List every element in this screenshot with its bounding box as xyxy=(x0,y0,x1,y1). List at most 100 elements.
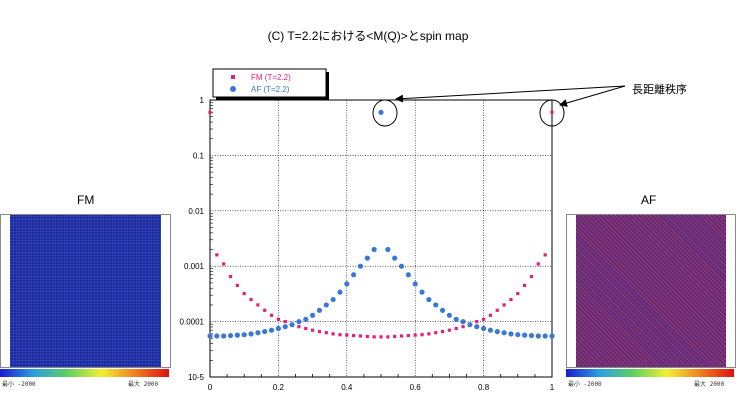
chart-grid xyxy=(210,100,552,377)
x-tick-label: 0.8 xyxy=(478,383,490,392)
series-af-point xyxy=(419,289,425,295)
series-af-point xyxy=(487,327,494,333)
series-fm-point xyxy=(543,253,547,257)
y-tick-label: 0.01 xyxy=(188,207,204,216)
series-fm-point xyxy=(256,303,260,307)
highlight-circle-edge xyxy=(539,99,565,127)
series-af-point xyxy=(207,333,213,339)
y-tick-label: 0.1 xyxy=(193,151,205,160)
series-fm-point xyxy=(488,313,493,317)
x-tick-label: 0.2 xyxy=(273,383,285,392)
series-af-point xyxy=(378,109,384,115)
series-af-point xyxy=(481,325,487,332)
series-fm-point xyxy=(297,325,301,329)
fm-colorbar-min: 最小 -2000 xyxy=(2,381,36,388)
series-fm-point xyxy=(269,313,274,317)
series-fm-point xyxy=(406,333,410,338)
series-fm-point xyxy=(536,262,540,266)
series-af-point xyxy=(433,302,439,308)
series-fm-point xyxy=(215,253,219,257)
fm-colorbar-max: 最大 2000 xyxy=(128,381,159,388)
series-af-point xyxy=(508,331,514,337)
series-af-point xyxy=(474,324,480,330)
series-af-point xyxy=(392,255,398,261)
series-fm-point xyxy=(283,320,287,324)
series-fm-point xyxy=(331,332,335,336)
series-af-point xyxy=(385,246,391,253)
series-af-point xyxy=(282,324,288,330)
series-fm-point xyxy=(222,262,226,266)
af-panel-label: AF xyxy=(641,193,657,207)
y-tick-label: 0.0001 xyxy=(180,318,205,327)
arrow-to-center xyxy=(395,85,626,103)
series-af-point xyxy=(289,322,295,328)
series-af-point xyxy=(528,332,535,339)
series-af-point xyxy=(296,319,302,325)
series-af-point xyxy=(310,312,316,318)
series-af-point xyxy=(344,281,350,287)
fm-panel-label: FM xyxy=(77,193,95,207)
series-fm-point xyxy=(447,328,451,332)
y-tick-label: 0.001 xyxy=(184,262,205,271)
series-fm-point xyxy=(365,334,369,339)
series-af-point xyxy=(303,316,309,322)
x-tick-label: 0.6 xyxy=(410,383,422,392)
series-af-point xyxy=(535,333,541,339)
series-af-point xyxy=(542,333,548,339)
series-af-point xyxy=(241,332,247,338)
series-fm-point xyxy=(276,317,280,321)
series-fm-point xyxy=(235,283,239,288)
series-af-point xyxy=(255,330,261,336)
series-af-point xyxy=(446,312,452,318)
x-tick-label: 0 xyxy=(208,383,213,392)
series-af-point xyxy=(268,327,275,333)
series-af-point xyxy=(364,255,370,261)
series-af-point xyxy=(426,296,432,303)
series-fm-point xyxy=(386,335,390,339)
series-fm-point xyxy=(372,335,376,339)
arrow-to-edge xyxy=(559,85,626,107)
fm-colorbar xyxy=(0,369,169,377)
af-colorbar-max: 最大 2000 xyxy=(694,381,725,388)
series-fm-point xyxy=(311,328,315,332)
series-af-point xyxy=(501,330,507,336)
highlight-circle-center xyxy=(372,99,398,127)
series-fm-point xyxy=(427,332,431,336)
series-af-point xyxy=(405,272,411,278)
series-fm-point xyxy=(502,303,506,307)
series-fm-point xyxy=(440,329,445,334)
x-tick-label: 1 xyxy=(550,383,555,392)
series-fm-point xyxy=(358,334,363,338)
fm-spin-map xyxy=(0,214,171,368)
series-fm-point xyxy=(420,333,424,337)
series-fm-point xyxy=(399,334,404,338)
series-af-point xyxy=(371,246,377,253)
legend-af-label: AF (T=2.2) xyxy=(251,85,290,94)
series-fm-point xyxy=(304,326,308,331)
series-af-point xyxy=(522,332,528,338)
series-af-point xyxy=(234,332,240,338)
series-fm-point xyxy=(454,326,458,331)
series-af-point xyxy=(275,325,281,332)
af-colorbar xyxy=(566,369,734,377)
series-af-point xyxy=(549,333,555,339)
series-fm-point xyxy=(352,333,356,338)
series-fm-point xyxy=(434,331,438,335)
series-af-point xyxy=(262,328,268,335)
y-tick-label: 1 xyxy=(200,96,205,105)
axis-ticks: 0 0.2 0.4 0.6 0.8 1 1 0.1 0.01 0.001 0.0001 10-5 xyxy=(180,96,555,392)
series-af-point xyxy=(330,296,336,303)
af-spin-map xyxy=(566,214,736,368)
series-af-point xyxy=(227,332,234,339)
legend-fm-label: FM (T=2.2) xyxy=(251,73,291,82)
series-af-point xyxy=(467,322,473,328)
series-fm-point xyxy=(393,334,397,339)
series-fm-point xyxy=(413,333,417,337)
series-fm-point xyxy=(208,110,212,114)
series-fm-point xyxy=(228,274,233,279)
series-af-point xyxy=(460,319,466,325)
series-af-point xyxy=(337,289,343,295)
series-fm-point xyxy=(495,308,499,312)
page-title: (C) T=2.2における<M(Q)>とspin map xyxy=(267,29,469,43)
